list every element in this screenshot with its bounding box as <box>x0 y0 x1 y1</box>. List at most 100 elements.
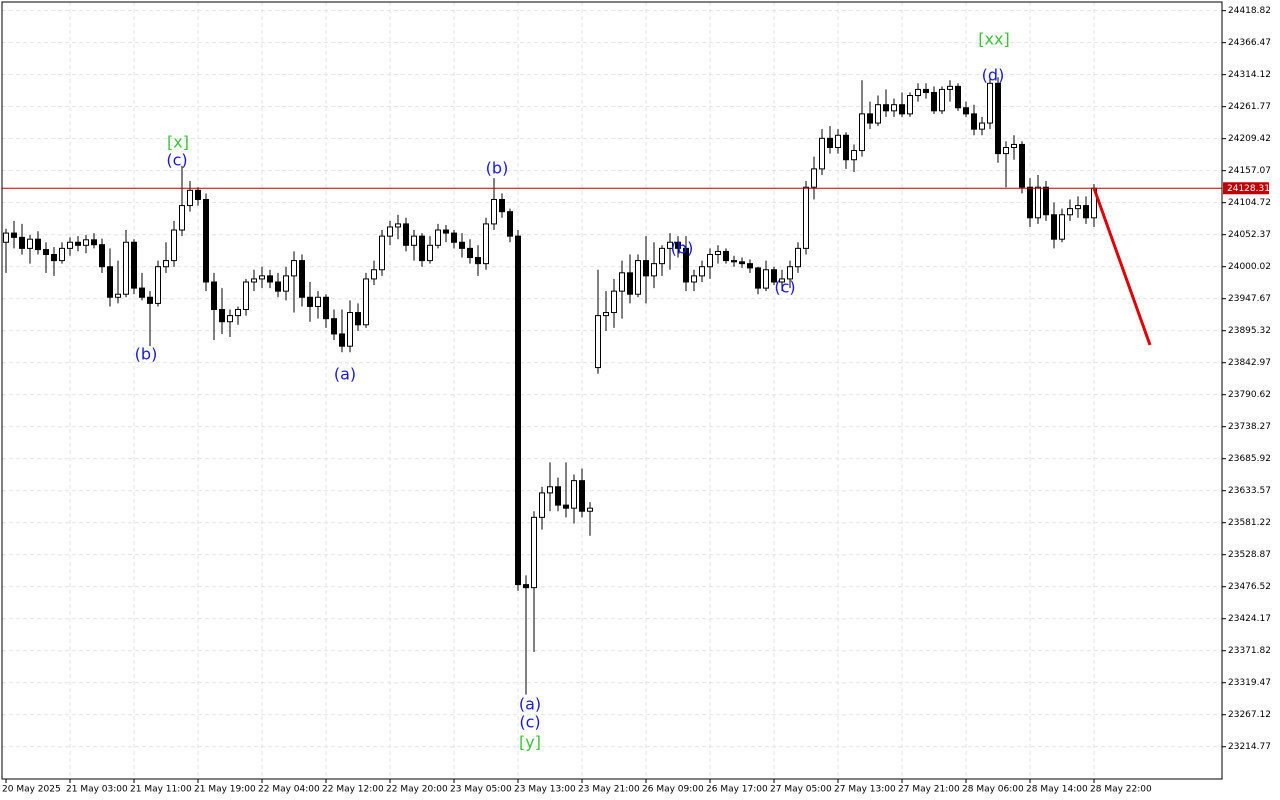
candle-body <box>755 267 761 289</box>
candle-body <box>747 263 753 269</box>
candle-body <box>3 232 9 243</box>
wave-label: (c) <box>774 278 795 297</box>
y-tick-label: 24209.42 <box>1228 134 1271 144</box>
candle-body <box>371 269 377 280</box>
forecast-line <box>1092 187 1152 346</box>
candle-body <box>323 296 329 320</box>
candle-body <box>315 296 321 307</box>
candle-body <box>571 480 577 509</box>
candle-body <box>139 287 145 298</box>
x-tick-label: 21 May 11:00 <box>130 785 192 795</box>
y-tick-label: 24000.02 <box>1228 262 1271 272</box>
x-tick-label: 20 May 2025 <box>2 785 61 795</box>
x-tick-label: 21 May 19:00 <box>194 785 256 795</box>
candle-body <box>1011 143 1017 148</box>
candle-body <box>347 312 353 347</box>
candle-body <box>35 238 41 251</box>
candle-body <box>971 113 977 130</box>
y-tick-label: 23267.12 <box>1228 710 1271 720</box>
y-tick-label: 24314.12 <box>1228 70 1271 80</box>
candle-body <box>939 88 945 112</box>
x-tick-label: 28 May 22:00 <box>1090 785 1152 795</box>
candle-body <box>131 241 137 289</box>
candle-body <box>819 137 825 170</box>
y-tick-label: 23947.67 <box>1228 294 1271 304</box>
candle-body <box>283 275 289 292</box>
plot-frame <box>1 1 1223 780</box>
candle-body <box>99 244 105 268</box>
wave-label: (a) <box>334 365 356 384</box>
candle-body <box>275 281 281 292</box>
candle-body <box>219 308 225 323</box>
wave-label: (b) <box>486 159 509 178</box>
candle-body <box>763 269 769 289</box>
candle-body <box>339 333 345 347</box>
y-tick-label: 23633.57 <box>1228 486 1271 496</box>
candle-body <box>1075 205 1081 210</box>
price-tag <box>1223 182 1269 195</box>
candle-body <box>11 232 17 238</box>
y-tick-label: 23895.32 <box>1228 326 1271 336</box>
candle-body <box>419 235 425 262</box>
candle-body <box>827 137 833 148</box>
x-tick-label: 26 May 17:00 <box>706 785 768 795</box>
candle-body <box>123 241 129 295</box>
plot <box>2 77 1222 695</box>
x-tick-label: 22 May 12:00 <box>322 785 384 795</box>
candle-body <box>443 229 449 234</box>
y-tick-label: 24418.82 <box>1228 6 1271 16</box>
y-tick-label: 23738.27 <box>1228 422 1271 432</box>
candle-body <box>603 312 609 317</box>
candle-body <box>91 239 97 246</box>
candle-body <box>859 113 865 152</box>
candle-body <box>963 107 969 115</box>
candle-body <box>611 290 617 314</box>
candle-body <box>1051 214 1057 240</box>
y-tick-label: 23424.17 <box>1228 614 1271 624</box>
candle-body <box>779 278 785 283</box>
candle-body <box>387 226 393 237</box>
y-tick-label: 24261.77 <box>1228 102 1271 112</box>
candle-body <box>739 261 745 265</box>
candle-body <box>179 205 185 231</box>
candle-body <box>459 241 465 249</box>
candle-body <box>355 312 361 326</box>
candle-body <box>883 104 889 112</box>
candle-body <box>411 235 417 246</box>
candle-body <box>987 82 993 124</box>
candle-body <box>699 266 705 277</box>
y-tick-label: 23371.82 <box>1228 646 1271 656</box>
candle-body <box>691 275 697 283</box>
candle-body <box>195 189 201 200</box>
candle-body <box>331 318 337 335</box>
grid <box>2 2 1222 779</box>
y-tick-label: 23685.92 <box>1228 454 1271 464</box>
candle-body <box>27 238 33 249</box>
candle-body <box>1003 146 1009 155</box>
candle-body <box>1027 186 1033 219</box>
candle-body <box>291 260 297 277</box>
wave-label: (c) <box>166 151 187 170</box>
candle-body <box>555 486 561 506</box>
candle-body <box>19 236 25 249</box>
candle-body <box>267 275 273 283</box>
candle-body <box>163 260 169 268</box>
candle-body <box>579 480 585 512</box>
wave-label: [y] <box>519 733 541 752</box>
candle-body <box>627 272 633 295</box>
candle-body <box>891 104 897 112</box>
y-tick-label: 24157.07 <box>1228 166 1271 176</box>
candle-body <box>155 266 161 304</box>
y-tick-label: 23476.52 <box>1228 582 1271 592</box>
candle-body <box>723 250 729 262</box>
candle-body <box>171 229 177 262</box>
candle-body <box>251 278 257 283</box>
candle-body <box>59 247 65 262</box>
candle-body <box>75 241 81 246</box>
y-tick-label: 23842.97 <box>1228 358 1271 368</box>
candle-body <box>667 241 673 249</box>
candle-body <box>595 315 601 369</box>
candle-body <box>403 223 409 246</box>
candle-body <box>771 269 777 283</box>
candle-body <box>499 198 505 213</box>
